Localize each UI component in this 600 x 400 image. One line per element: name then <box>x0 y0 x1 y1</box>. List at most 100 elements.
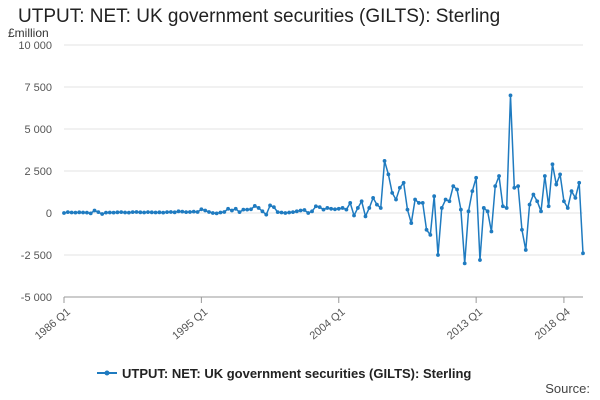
data-point <box>401 180 406 185</box>
data-point <box>531 192 536 197</box>
data-point <box>485 209 490 214</box>
data-point <box>96 210 101 215</box>
y-tick-label: 7 500 <box>24 82 52 94</box>
data-point <box>504 206 509 210</box>
data-point <box>119 210 124 215</box>
data-point <box>363 214 368 219</box>
data-point <box>85 210 89 215</box>
x-tick-label: 2004 Q1 <box>308 306 348 342</box>
data-point <box>138 210 143 215</box>
data-point <box>264 212 269 217</box>
data-point <box>168 210 173 214</box>
data-point <box>313 204 318 209</box>
data-point <box>470 189 475 194</box>
data-point <box>146 210 150 215</box>
data-point <box>481 206 486 210</box>
data-point <box>554 182 559 187</box>
data-point <box>355 206 360 210</box>
data-point <box>321 207 326 212</box>
y-axis-unit-label: £million <box>8 26 49 40</box>
y-tick-label: 2 500 <box>24 166 52 178</box>
data-point <box>271 205 276 210</box>
data-point <box>130 210 135 215</box>
data-point <box>306 211 311 215</box>
data-point <box>142 210 147 215</box>
data-point <box>359 199 364 204</box>
data-point <box>474 175 479 180</box>
data-point <box>157 210 162 215</box>
data-point <box>527 202 532 207</box>
data-point <box>577 180 582 185</box>
data-point <box>397 185 402 190</box>
data-point <box>516 184 521 189</box>
data-point <box>497 174 501 178</box>
data-point <box>222 210 227 214</box>
data-point <box>245 207 250 212</box>
series-line <box>63 95 584 264</box>
data-point <box>199 207 204 212</box>
data-point <box>69 210 74 215</box>
data-point <box>535 199 540 204</box>
data-point <box>344 207 349 212</box>
data-point <box>424 227 429 232</box>
data-point <box>81 210 85 215</box>
data-point <box>256 206 261 210</box>
data-point <box>569 189 574 194</box>
data-point <box>493 184 498 189</box>
data-point <box>298 208 303 213</box>
data-point <box>268 203 272 208</box>
data-point <box>287 210 292 215</box>
data-point <box>123 210 127 215</box>
data-point <box>489 229 494 234</box>
chart-title: UTPUT: NET: UK government securities (GI… <box>18 6 501 27</box>
data-point <box>291 210 295 215</box>
data-point <box>333 207 337 212</box>
legend-marker <box>104 370 110 376</box>
source-label: Source: <box>545 381 590 396</box>
data-point <box>390 190 395 195</box>
data-point <box>329 206 334 211</box>
data-point <box>371 195 376 200</box>
data-point <box>310 209 314 214</box>
data-point <box>378 206 383 210</box>
data-point <box>161 210 166 215</box>
data-point <box>184 210 189 215</box>
data-point <box>508 93 513 98</box>
data-point <box>520 227 524 232</box>
data-point <box>237 210 242 215</box>
data-point <box>100 212 105 216</box>
data-point <box>340 206 345 210</box>
data-point <box>165 210 169 215</box>
data-point <box>565 206 570 210</box>
data-point <box>542 174 547 178</box>
data-point <box>275 210 280 215</box>
x-axis: 1986 Q1 1995 Q1 2004 Q1 2013 Q1 2018 Q4 <box>33 296 583 342</box>
y-tick-label: 5 000 <box>24 124 52 136</box>
data-point <box>191 209 196 214</box>
data-point <box>107 210 112 215</box>
data-point <box>394 197 398 202</box>
data-point <box>233 206 238 211</box>
data-point <box>214 211 219 216</box>
data-point <box>546 204 551 209</box>
data-point <box>88 211 93 216</box>
data-point <box>62 211 66 215</box>
y-tick-label: 0 <box>46 208 52 220</box>
data-point <box>451 184 456 189</box>
data-point <box>455 187 459 192</box>
legend-label: UTPUT: NET: UK government securities (GI… <box>122 366 471 381</box>
data-point <box>252 204 257 208</box>
data-point <box>336 206 341 211</box>
data-point <box>317 205 322 210</box>
data-point <box>134 210 139 214</box>
data-point <box>111 210 116 215</box>
data-point <box>279 210 284 215</box>
data-point <box>77 210 82 215</box>
data-point <box>65 210 70 215</box>
data-point <box>325 206 330 210</box>
data-point <box>439 206 444 210</box>
data-point <box>230 208 234 213</box>
y-tick-label: -5 000 <box>21 292 52 304</box>
data-point <box>562 199 566 204</box>
